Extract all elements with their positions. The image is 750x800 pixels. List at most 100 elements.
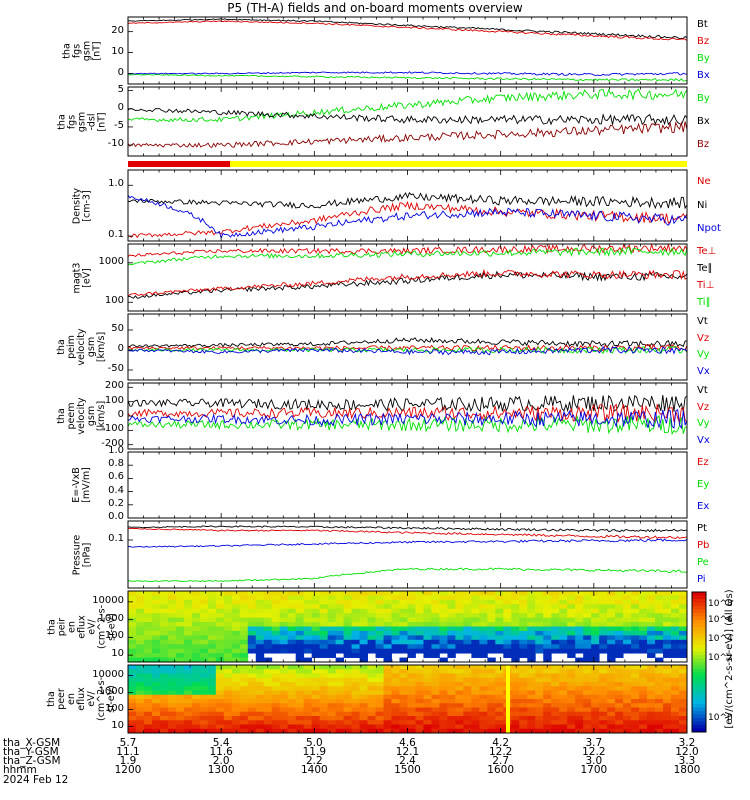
efield-ytick-label: 0.0 bbox=[108, 511, 124, 522]
efield-ytick-label: 1.0 bbox=[108, 445, 124, 456]
density-ylabel: Density [cm-3] bbox=[71, 187, 92, 224]
peer_spec-spectrogram bbox=[128, 665, 688, 734]
series-temp-tex bbox=[127, 270, 688, 299]
xaxis-tick-value: 11.6 bbox=[209, 746, 233, 758]
figure-title: P5 (TH-A) fields and on-board moments ov… bbox=[227, 1, 523, 15]
xaxis-date: 2024 Feb 12 bbox=[3, 774, 69, 786]
peim_v-legend-vz: Vz bbox=[697, 332, 710, 344]
xaxis-tick-value: 5.7 bbox=[119, 737, 137, 749]
peem_v-ytick-label: 0 bbox=[117, 409, 124, 420]
peer_spec-ytick-label: 10000 bbox=[92, 668, 124, 680]
series-peim_v-vy bbox=[127, 345, 688, 355]
colorbar-tick-label: 10^6 bbox=[708, 615, 733, 625]
series-density-ne bbox=[127, 200, 688, 239]
series-fgs-bz bbox=[127, 20, 688, 42]
density-ytick-label: 1.0 bbox=[108, 178, 124, 190]
efield-legend-ey: Ey bbox=[697, 479, 710, 490]
xaxis-tick-value: 2.0 bbox=[212, 755, 230, 767]
temp-ytick-label: 100 bbox=[104, 295, 124, 307]
peem_v-legend-vx: Vx bbox=[697, 434, 710, 446]
series-pressure-pt bbox=[127, 525, 688, 533]
pressure-frame bbox=[127, 520, 688, 589]
colorbar-label: [eV/(cm^2-s-sr-eV)] (All Qs) bbox=[724, 589, 735, 729]
fgs_dsl-ytick-label: 0 bbox=[117, 101, 124, 113]
fgs-ylabel: tha fgs gsm [nT] bbox=[61, 40, 102, 61]
efield-ylabel: E=-VxB [mV/m] bbox=[71, 467, 92, 503]
peem_v-ytick-label: -100 bbox=[101, 423, 124, 435]
peer_spec-ylabel: tha peer en eflux eV/(cm^2-s-sr-eV) bbox=[46, 677, 117, 721]
xaxis-tick-value: 11.1 bbox=[116, 746, 140, 758]
fgs-legend-bt: Bt bbox=[697, 19, 708, 31]
series-peem_v-vx bbox=[127, 408, 688, 430]
temp-ylabel: magt3 [eV] bbox=[71, 262, 92, 293]
fgs_dsl-legend-by: By bbox=[697, 92, 710, 104]
peir_spec-spectrogram bbox=[128, 591, 688, 663]
peem_v-legend-vt: Vt bbox=[697, 385, 708, 397]
peem_v-ylabel: tha peem velocity gsm [km/s] bbox=[56, 397, 107, 435]
series-fgs_dsl-bz bbox=[127, 121, 688, 148]
peir_spec-ytick-label: 10000 bbox=[92, 594, 124, 606]
series-peem_v-vz bbox=[127, 403, 688, 425]
efield-frame bbox=[127, 451, 688, 519]
colorbar-tick-label: 10^2 bbox=[708, 653, 733, 663]
xaxis-tick-value: 4.2 bbox=[492, 737, 509, 749]
colorbar-tick-label: 10^4 bbox=[708, 634, 733, 644]
efield-ytick-label: 0.8 bbox=[108, 458, 124, 470]
xaxis-tick-value: 3.7 bbox=[585, 737, 603, 749]
xaxis-tick-value: 2.7 bbox=[492, 755, 509, 767]
peir_spec-ytick-label: 10 bbox=[111, 648, 124, 660]
colorbar-tick-label: 10^0 bbox=[708, 713, 733, 723]
pressure-legend-pe: Pe bbox=[697, 556, 709, 568]
xaxis-tick-value: 1600 bbox=[487, 764, 515, 776]
xaxis-tick-value: 1500 bbox=[394, 764, 421, 776]
series-temp-tix bbox=[127, 268, 688, 297]
fgs-ytick-label: 0 bbox=[117, 66, 124, 78]
pressure-legend-pt: Pt bbox=[697, 523, 707, 535]
xaxis-tick-value: 1200 bbox=[114, 764, 142, 776]
pressure-ytick-label: 0.1 bbox=[108, 532, 124, 544]
peir_spec-ytick-label: 1000 bbox=[98, 612, 124, 624]
temp-legend-tix: Ti∥ bbox=[697, 296, 711, 308]
xaxis-tick-value: 12.2 bbox=[582, 746, 606, 758]
fgs_dsl-frame bbox=[127, 86, 688, 157]
xaxis-row-label: hhmm bbox=[3, 764, 37, 776]
peem_v-frame bbox=[127, 382, 688, 450]
density-ytick-label: 0.1 bbox=[108, 229, 124, 241]
peem_v-ytick-label: 100 bbox=[104, 394, 124, 406]
series-fgs_dsl-bx bbox=[127, 108, 688, 126]
xaxis-tick-value: 1800 bbox=[673, 764, 701, 776]
fgs_dsl-ytick-label: 5 bbox=[117, 83, 124, 95]
xaxis-row-label: tha_Z-GSM bbox=[3, 755, 61, 767]
series-peim_v-vx bbox=[127, 345, 688, 356]
pressure-legend-pb: Pb bbox=[697, 540, 710, 552]
series-fgs_dsl-by bbox=[127, 88, 688, 123]
xaxis-tick-value: 4.6 bbox=[399, 737, 416, 749]
peem_v-ytick-label: -200 bbox=[101, 437, 124, 449]
peim_v-ylabel: tha peim velocity gsm [km/s] bbox=[56, 328, 107, 366]
series-peem_v-vy bbox=[127, 414, 688, 436]
mode-bar-fast bbox=[230, 161, 687, 167]
xaxis-row-label: tha_X-GSM bbox=[3, 737, 61, 749]
peim_v-ytick-label: 50 bbox=[111, 323, 124, 334]
mode-bar-slow bbox=[128, 161, 230, 167]
xaxis-tick-value: 1400 bbox=[300, 764, 328, 776]
peer_spec-ytick-label: 100 bbox=[104, 702, 124, 714]
efield-ytick-label: 0.2 bbox=[108, 497, 124, 509]
xaxis-tick-value: 12.2 bbox=[488, 746, 513, 758]
peer_spec-ytick-label: 10 bbox=[111, 719, 124, 731]
xaxis-tick-value: 12.0 bbox=[675, 746, 699, 758]
pressure-legend-pi: Pi bbox=[697, 573, 706, 585]
efield-ytick-label: 0.4 bbox=[108, 484, 124, 496]
xaxis-row-label: tha_Y-GSM bbox=[3, 746, 59, 758]
series-pressure-pi bbox=[127, 538, 688, 548]
fgs-ytick-label: 10 bbox=[111, 45, 124, 57]
series-peim_v-vz bbox=[127, 343, 688, 353]
fgs-legend-bx: Bx bbox=[697, 69, 710, 81]
density-legend-npot: Npot bbox=[697, 223, 721, 235]
peim_v-legend-vx: Vx bbox=[697, 365, 710, 377]
temp-legend-tix: Ti⊥ bbox=[697, 279, 715, 291]
peer_spec-ytick-label: 1000 bbox=[98, 685, 124, 697]
peir_spec-ylabel: tha peir en eflux eV/(cm^2-s-sr-eV) bbox=[46, 604, 117, 649]
series-peem_v-vt bbox=[127, 394, 688, 413]
